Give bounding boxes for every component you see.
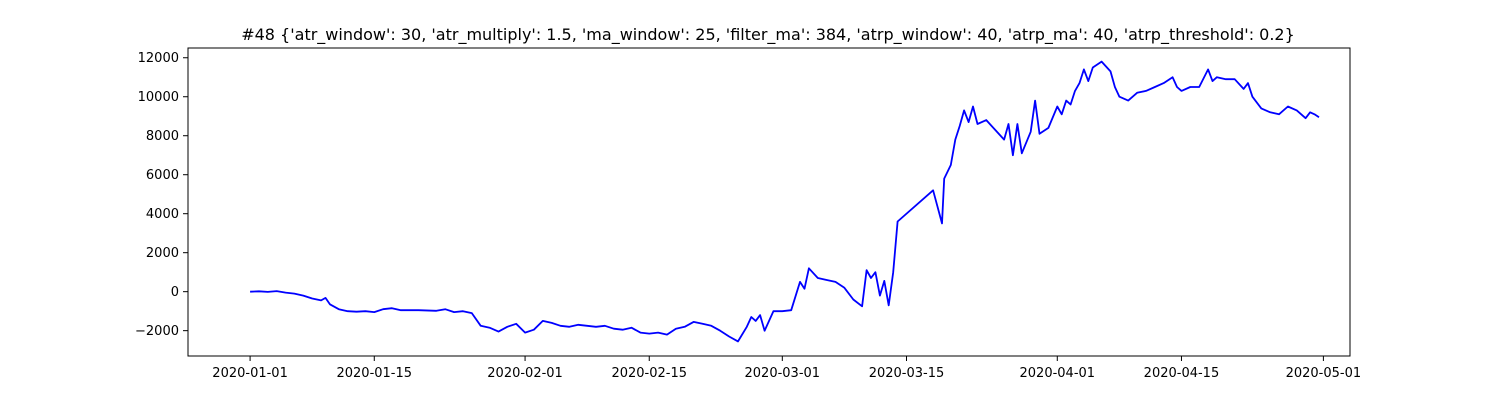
y-tick-label: 0 (171, 285, 179, 300)
x-tick-label: 2020-05-01 (1286, 366, 1362, 381)
y-tick-label: 12000 (138, 51, 179, 66)
x-tick-label: 2020-03-01 (745, 366, 821, 381)
x-tick-label: 2020-02-01 (487, 366, 563, 381)
x-tick-label: 2020-01-01 (212, 366, 288, 381)
x-tick-label: 2020-04-01 (1020, 366, 1096, 381)
y-tick-label: −2000 (135, 324, 179, 339)
chart-title: #48 {'atr_window': 30, 'atr_multiply': 1… (241, 25, 1295, 45)
x-tick-label: 2020-04-15 (1144, 366, 1220, 381)
x-tick-label: 2020-02-15 (611, 366, 687, 381)
plot-frame (187, 47, 1351, 357)
x-axis: 2020-01-01 2020-01-15 2020-02-01 2020-02-15… (212, 356, 1361, 381)
y-tick-label: 6000 (146, 168, 179, 183)
y-tick-label: 8000 (146, 129, 179, 144)
y-axis: −2000 0 2000 4000 6000 8000 10000 12000 (135, 51, 188, 339)
x-tick-label: 2020-03-15 (869, 366, 945, 381)
x-tick-label: 2020-01-15 (336, 366, 412, 381)
y-tick-label: 10000 (138, 90, 179, 105)
series-line-0 (250, 60, 1320, 343)
plot-area (250, 60, 1320, 343)
y-tick-label: 4000 (146, 207, 179, 222)
y-tick-label: 2000 (146, 246, 179, 261)
